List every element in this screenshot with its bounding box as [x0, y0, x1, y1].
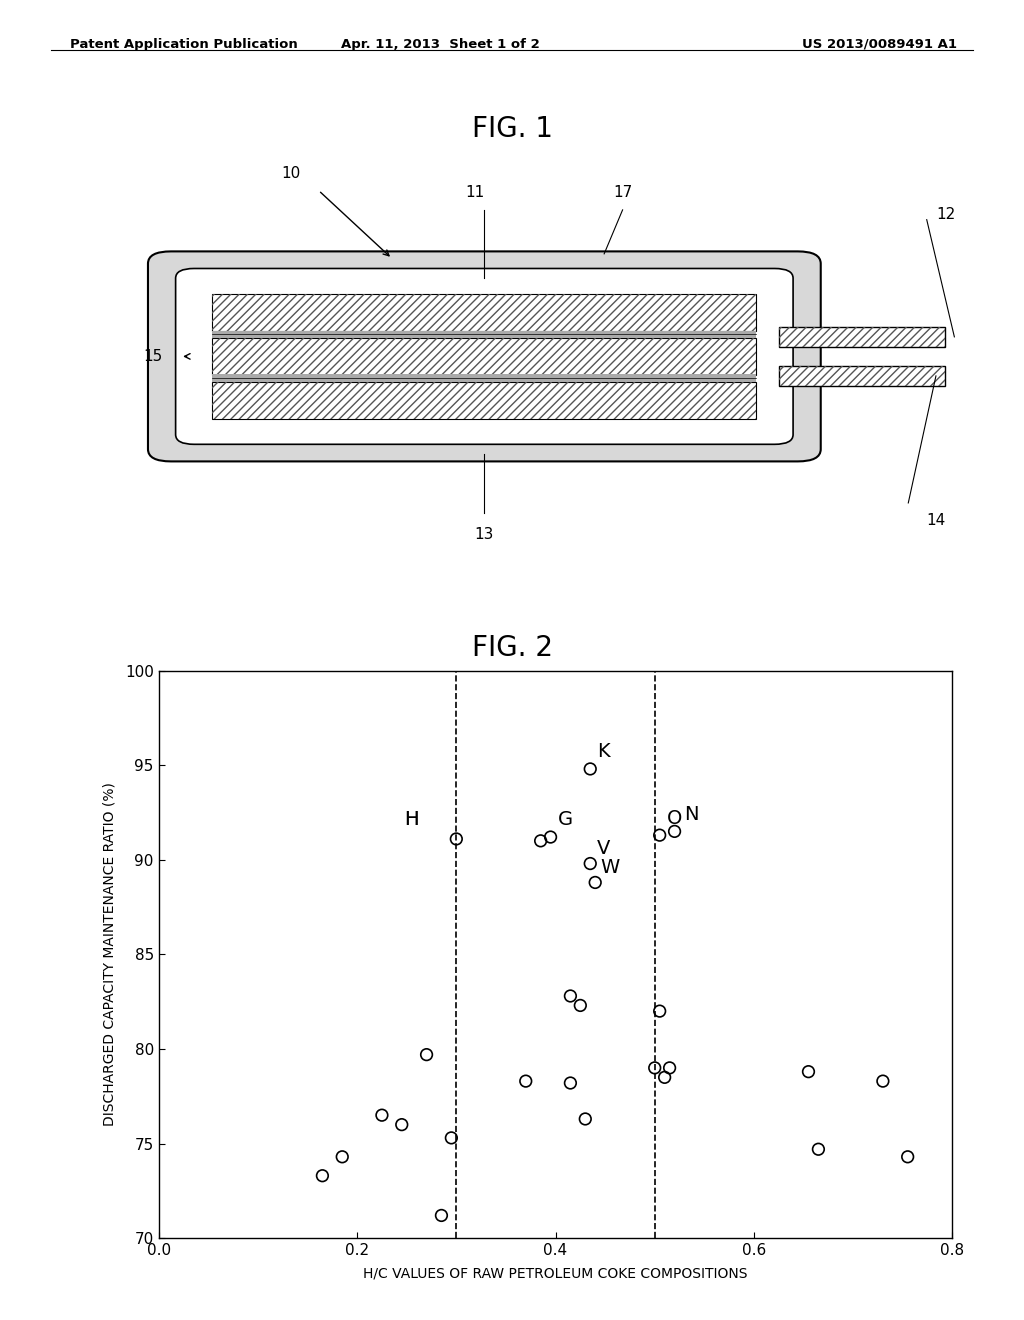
Text: 10: 10	[282, 165, 300, 181]
Text: 17: 17	[613, 185, 632, 201]
Point	[646, 1057, 663, 1078]
Bar	[779, 327, 945, 347]
Point	[874, 1071, 891, 1092]
Point	[667, 821, 683, 842]
Text: H: H	[404, 810, 419, 829]
Text: N: N	[684, 805, 699, 824]
Point	[587, 873, 603, 894]
Y-axis label: DISCHARGED CAPACITY MAINTENANCE RATIO (%): DISCHARGED CAPACITY MAINTENANCE RATIO (%…	[102, 783, 117, 1126]
Text: Apr. 11, 2013  Sheet 1 of 2: Apr. 11, 2013 Sheet 1 of 2	[341, 37, 540, 50]
Text: 11: 11	[466, 185, 484, 201]
Bar	[213, 294, 756, 331]
Bar	[213, 330, 756, 338]
Point	[443, 1127, 460, 1148]
Point	[899, 1146, 915, 1167]
FancyBboxPatch shape	[148, 251, 821, 462]
Point	[572, 995, 589, 1016]
Bar	[213, 381, 756, 418]
Bar	[213, 338, 756, 375]
Point	[334, 1146, 350, 1167]
Bar	[779, 327, 945, 347]
Bar	[779, 366, 945, 385]
Text: O: O	[667, 809, 682, 828]
Text: FIG. 1: FIG. 1	[471, 115, 553, 143]
Point	[543, 826, 559, 847]
Point	[374, 1105, 390, 1126]
Text: Patent Application Publication: Patent Application Publication	[70, 37, 297, 50]
Point	[562, 1072, 579, 1093]
Text: W: W	[600, 858, 620, 876]
Bar	[213, 375, 756, 383]
Text: 15: 15	[143, 348, 162, 364]
X-axis label: H/C VALUES OF RAW PETROLEUM COKE COMPOSITIONS: H/C VALUES OF RAW PETROLEUM COKE COMPOSI…	[364, 1266, 748, 1280]
Point	[449, 829, 465, 850]
Point	[532, 830, 549, 851]
Text: K: K	[597, 742, 610, 762]
Bar	[213, 381, 756, 418]
Point	[656, 1067, 673, 1088]
Point	[393, 1114, 410, 1135]
Text: 13: 13	[475, 527, 494, 543]
Point	[578, 1109, 594, 1130]
Bar	[779, 366, 945, 385]
Point	[517, 1071, 534, 1092]
Text: 12: 12	[936, 207, 955, 222]
Text: V: V	[597, 840, 610, 858]
Point	[651, 825, 668, 846]
Point	[582, 853, 598, 874]
Text: FIG. 2: FIG. 2	[471, 634, 553, 661]
Point	[582, 759, 598, 780]
Bar	[213, 338, 756, 375]
Point	[801, 1061, 817, 1082]
FancyBboxPatch shape	[176, 268, 794, 445]
Point	[314, 1166, 331, 1187]
Point	[433, 1205, 450, 1226]
Bar	[213, 294, 756, 331]
Point	[419, 1044, 435, 1065]
Point	[810, 1139, 826, 1160]
Point	[651, 1001, 668, 1022]
Point	[562, 986, 579, 1007]
Text: 14: 14	[927, 512, 946, 528]
Text: US 2013/0089491 A1: US 2013/0089491 A1	[803, 37, 957, 50]
Text: H: H	[404, 810, 419, 829]
Text: G: G	[557, 810, 572, 829]
Point	[662, 1057, 678, 1078]
